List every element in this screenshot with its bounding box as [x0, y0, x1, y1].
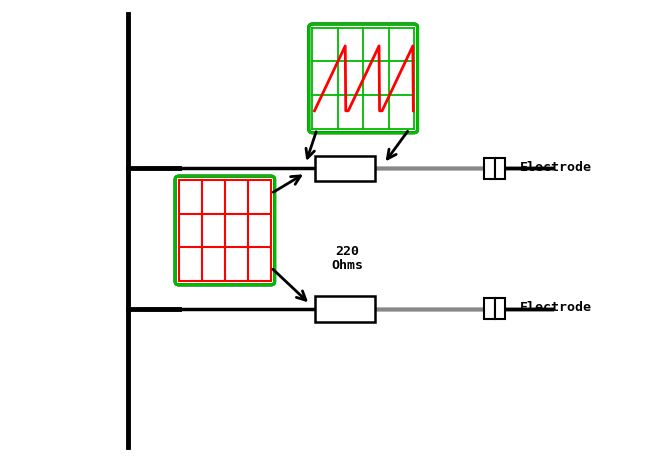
Text: Electrode: Electrode — [520, 161, 592, 174]
Bar — [315, 296, 374, 322]
Bar — [484, 158, 495, 178]
Text: Electrode: Electrode — [520, 301, 592, 314]
Bar — [484, 299, 495, 319]
Text: 220
Ohms: 220 Ohms — [331, 245, 363, 272]
Bar — [495, 158, 505, 178]
FancyBboxPatch shape — [175, 176, 274, 285]
Bar — [315, 155, 374, 181]
Text: 220
Ohms: 220 Ohms — [331, 104, 363, 131]
FancyBboxPatch shape — [309, 24, 417, 133]
Bar — [495, 299, 505, 319]
